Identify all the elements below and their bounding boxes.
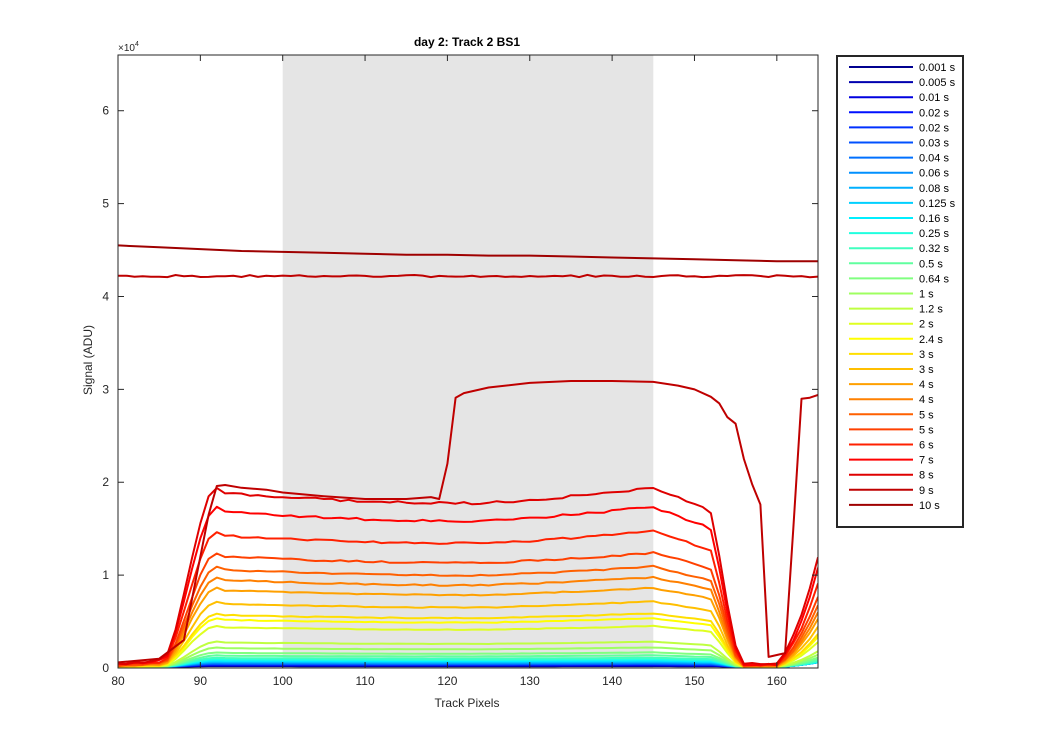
- y-axis-label: Signal (ADU): [81, 325, 95, 395]
- series-line: [118, 646, 818, 668]
- plot-area: 80 90 100 110 120 130 140 150 160 0 1 2 3 4 5 6: [102, 54, 819, 688]
- legend-label: 7 s: [919, 455, 934, 467]
- series-line: [118, 575, 818, 668]
- x-tick-label: 110: [355, 674, 374, 688]
- legend-label: 8 s: [919, 470, 934, 482]
- series-group: [118, 244, 818, 668]
- x-tick-label: 140: [602, 674, 622, 688]
- series-line: [118, 617, 818, 668]
- legend-label: 0.01 s: [919, 92, 949, 104]
- series-line: [118, 658, 818, 668]
- axes-box: [117, 54, 819, 669]
- legend-label: 2 s: [919, 319, 934, 331]
- legend-label: 1 s: [919, 289, 934, 301]
- legend-label: 0.64 s: [919, 273, 949, 285]
- y-tick-label: 4: [102, 289, 109, 303]
- legend-box: [836, 55, 964, 528]
- legend-label: 3 s: [919, 364, 934, 376]
- series-line: [118, 564, 818, 668]
- x-tick-label: 90: [194, 674, 208, 688]
- legend-label: 0.08 s: [919, 183, 949, 195]
- series-line: [118, 244, 818, 263]
- legend-label: 0.03 s: [919, 138, 949, 150]
- series-line-flat-high: [118, 273, 818, 279]
- legend-label: 5 s: [919, 424, 934, 436]
- series-line: [118, 600, 818, 668]
- legend-label: 0.04 s: [919, 153, 949, 165]
- series-line: [118, 486, 818, 666]
- legend-label: 0.001 s: [919, 62, 956, 74]
- legend-label: 0.25 s: [919, 228, 949, 240]
- legend-label: 4 s: [919, 394, 934, 406]
- y-axis-exponent: ×104: [118, 41, 139, 54]
- y-tick-label: 1: [102, 568, 109, 582]
- x-axis-label: Track Pixels: [435, 696, 500, 710]
- y-tick-label: 5: [102, 197, 109, 211]
- legend-label: 9 s: [919, 485, 934, 497]
- legend-label: 0.5 s: [919, 258, 943, 270]
- x-tick-label: 80: [111, 674, 125, 688]
- legend-label: 6 s: [919, 440, 934, 452]
- legend-label: 0.005 s: [919, 77, 956, 89]
- shaded-region: [282, 55, 654, 668]
- legend-label: 0.02 s: [919, 107, 949, 119]
- legend-label: 2.4 s: [919, 334, 943, 346]
- series-line: [118, 529, 818, 667]
- series-line: [118, 651, 818, 668]
- y-tick-label: 3: [102, 382, 109, 396]
- y-tick-label: 2: [102, 475, 109, 489]
- legend-label: 0.06 s: [919, 168, 949, 180]
- legend: 0.001 s 0.005 s 0.01 s 0.02 s 0.02 s 0.03 s 0.…: [836, 55, 964, 528]
- x-tick-label: 100: [273, 674, 293, 688]
- legend-label: 5 s: [919, 409, 934, 421]
- series-line: [118, 612, 818, 668]
- legend-label: 1.2 s: [919, 304, 943, 316]
- x-tick-label: 160: [767, 674, 787, 688]
- legend-label: 4 s: [919, 379, 934, 391]
- legend-label: 10 s: [919, 500, 940, 512]
- legend-label: 0.16 s: [919, 213, 949, 225]
- series-line: [118, 551, 818, 667]
- y-tick-label: 0: [102, 661, 109, 675]
- legend-label: 0.02 s: [919, 122, 949, 134]
- x-tick-label: 150: [684, 674, 704, 688]
- y-exponent-base: ×10: [118, 43, 135, 54]
- x-tick-label: 130: [520, 674, 540, 688]
- svg-text:×104: ×104: [118, 41, 139, 54]
- series-line: [118, 659, 818, 668]
- series-line: [118, 656, 818, 668]
- legend-label: 3 s: [919, 349, 934, 361]
- series-line: [118, 586, 818, 668]
- legend-label: 0.32 s: [919, 243, 949, 255]
- legend-label: 0.125 s: [919, 198, 956, 210]
- series-line: [118, 624, 818, 668]
- chart-title: day 2: Track 2 BS1: [414, 35, 520, 49]
- series-line: [118, 380, 818, 664]
- series-line: [118, 654, 818, 668]
- x-tick-label: 120: [437, 674, 457, 688]
- series-line: [118, 640, 818, 668]
- y-tick-label: 6: [102, 104, 109, 118]
- series-line: [118, 505, 818, 667]
- y-exponent-power: 4: [135, 41, 139, 48]
